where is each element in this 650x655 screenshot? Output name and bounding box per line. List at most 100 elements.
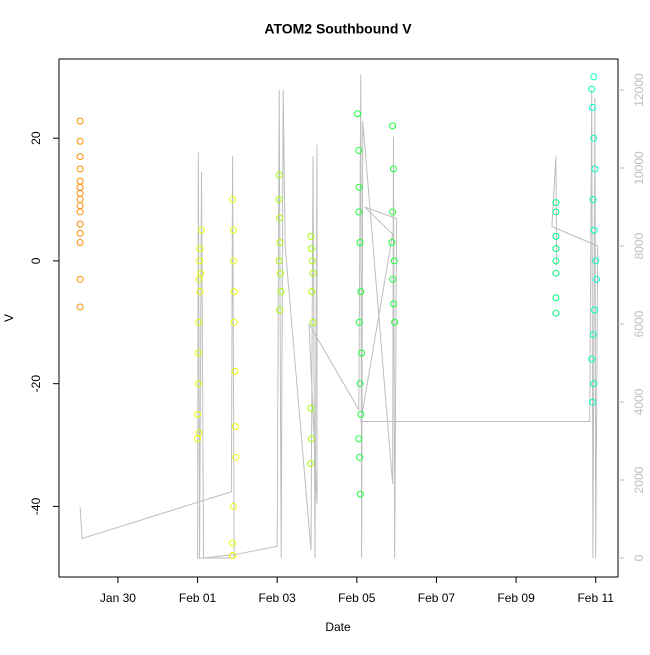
- point: [229, 226, 237, 234]
- point: [197, 269, 205, 277]
- x-tick-label: Feb 11: [577, 591, 614, 605]
- point: [76, 275, 84, 283]
- y2-tick-label: 10000: [632, 151, 646, 185]
- point: [276, 306, 284, 314]
- point: [552, 199, 560, 207]
- point: [194, 435, 202, 443]
- y-axis-label: V: [2, 314, 16, 322]
- point: [76, 239, 84, 247]
- point: [356, 380, 364, 388]
- point: [357, 288, 365, 296]
- x-tick-label: Jan 30: [100, 591, 136, 605]
- x-tick-label: Feb 03: [259, 591, 297, 605]
- y-tick-label: -20: [29, 375, 43, 393]
- point: [591, 306, 599, 314]
- point: [308, 257, 316, 265]
- y2-tick-label: 0: [632, 554, 646, 561]
- point: [356, 453, 364, 461]
- y2-tick-label: 2000: [632, 466, 646, 493]
- point: [196, 288, 204, 296]
- point: [276, 269, 284, 277]
- point: [198, 226, 206, 234]
- y2-tick-label: 8000: [632, 232, 646, 259]
- point: [388, 239, 396, 247]
- point: [231, 367, 239, 375]
- point: [389, 165, 397, 173]
- point: [275, 196, 283, 204]
- point: [552, 269, 560, 277]
- point: [593, 275, 600, 283]
- point: [195, 275, 203, 283]
- point: [229, 502, 237, 510]
- point: [76, 208, 84, 216]
- point: [229, 552, 237, 560]
- point: [231, 423, 239, 431]
- point: [307, 459, 315, 467]
- point: [590, 73, 598, 81]
- point: [552, 232, 560, 240]
- point: [76, 165, 84, 173]
- point: [308, 288, 316, 296]
- point: [354, 110, 362, 118]
- y-tick-label: -40: [29, 497, 43, 515]
- point: [358, 349, 366, 357]
- point: [230, 318, 238, 326]
- point: [592, 257, 600, 265]
- y2-tick-label: 4000: [632, 388, 646, 415]
- point: [589, 331, 597, 339]
- point: [196, 257, 204, 265]
- point: [356, 490, 364, 498]
- point: [307, 245, 315, 253]
- point: [276, 214, 284, 222]
- point: [588, 355, 596, 363]
- point: [589, 398, 597, 406]
- point: [355, 435, 363, 443]
- point: [307, 435, 315, 443]
- x-axis-label: Date: [325, 620, 351, 634]
- point: [390, 257, 398, 265]
- y2-tick-label: 6000: [632, 310, 646, 337]
- point: [196, 245, 204, 253]
- point: [355, 183, 363, 191]
- point: [277, 288, 285, 296]
- plot-frame: [58, 58, 619, 578]
- point: [590, 380, 598, 388]
- point: [194, 380, 202, 388]
- x-tick-label: Feb 01: [179, 591, 217, 605]
- y-tick-label: 20: [29, 131, 43, 145]
- point: [590, 226, 598, 234]
- point: [588, 85, 596, 93]
- point: [590, 134, 598, 142]
- point: [389, 275, 397, 283]
- point: [195, 318, 203, 326]
- point: [276, 239, 284, 247]
- point: [355, 318, 363, 326]
- point: [76, 117, 84, 125]
- point: [307, 404, 315, 412]
- point: [76, 137, 84, 145]
- point: [309, 318, 317, 326]
- point: [307, 232, 315, 240]
- point: [552, 208, 560, 216]
- point: [389, 122, 397, 130]
- point: [194, 410, 202, 418]
- point: [76, 220, 84, 228]
- point: [589, 103, 597, 111]
- point: [76, 153, 84, 161]
- point: [232, 453, 240, 461]
- point: [552, 309, 560, 317]
- x-tick-label: Feb 05: [338, 591, 376, 605]
- point: [76, 303, 84, 311]
- x-tick-label: Feb 09: [497, 591, 535, 605]
- point: [275, 171, 283, 179]
- point: [589, 196, 597, 204]
- point: [552, 294, 560, 302]
- point: [275, 257, 283, 265]
- point: [229, 196, 237, 204]
- point: [591, 165, 599, 173]
- point: [229, 539, 237, 547]
- chart-title: ATOM2 Southbound V: [264, 21, 412, 37]
- point: [194, 349, 202, 357]
